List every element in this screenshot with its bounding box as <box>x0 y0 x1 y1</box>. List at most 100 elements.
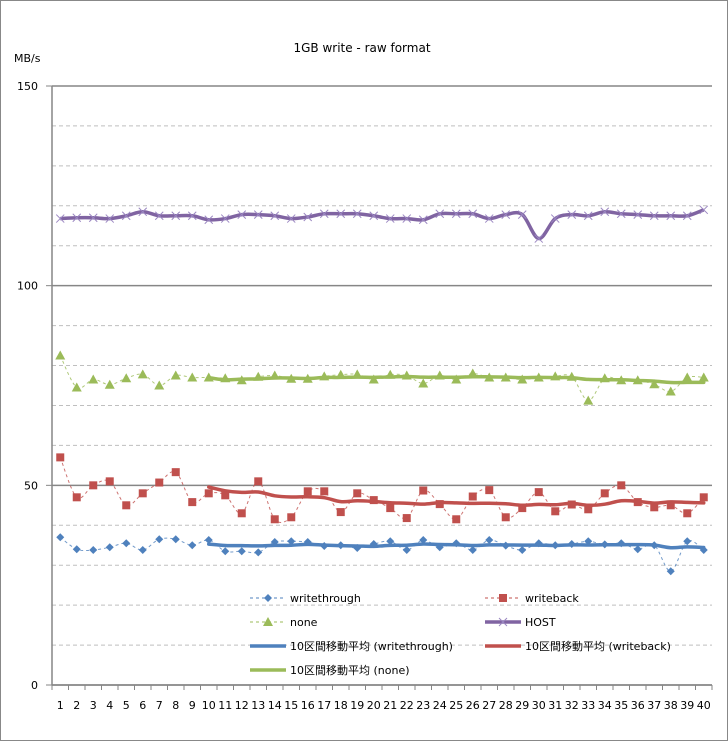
x-tick-label: 22 <box>400 699 414 712</box>
writethrough-point <box>551 541 560 550</box>
writeback-point <box>254 477 263 486</box>
x-tick-label: 35 <box>614 699 628 712</box>
legend-writethrough-point <box>264 594 272 602</box>
legend-label: HOST <box>525 616 556 629</box>
none-point <box>517 374 528 384</box>
x-tick-label: 28 <box>499 699 513 712</box>
writethrough-point <box>221 547 230 556</box>
legend-label: writeback <box>525 592 579 605</box>
moving-average-line-writeback <box>207 485 706 508</box>
writeback-point <box>435 500 444 509</box>
writethrough-point <box>56 533 65 542</box>
x-tick-label: 40 <box>697 699 711 712</box>
x-tick-label: 13 <box>251 699 265 712</box>
x-tick-label: 26 <box>466 699 480 712</box>
none-point <box>302 373 313 383</box>
series-line-writeback <box>59 457 705 524</box>
none-point <box>269 370 280 380</box>
none-point <box>698 372 709 382</box>
legend-item-none: none <box>250 616 318 629</box>
writethrough-point <box>204 536 213 545</box>
host-point <box>583 211 593 221</box>
writeback-point <box>336 508 345 517</box>
writeback-point <box>501 513 510 522</box>
none-point <box>368 374 379 384</box>
x-tick-label: 10 <box>202 699 216 712</box>
writethrough-point <box>419 536 428 545</box>
writeback-point <box>534 488 543 497</box>
writethrough-point <box>452 539 461 548</box>
writethrough-point <box>369 540 378 549</box>
x-tick-label: 38 <box>664 699 678 712</box>
host-point <box>633 210 643 219</box>
writethrough-point <box>567 540 576 549</box>
host-point <box>699 205 709 215</box>
none-point <box>286 373 297 383</box>
host-point <box>154 211 164 221</box>
host-point <box>616 209 626 219</box>
legend-label: 10区間移動平均 (none) <box>290 663 410 677</box>
host-point <box>517 210 527 219</box>
writeback-point <box>650 503 659 512</box>
x-tick-label: 1 <box>57 699 64 712</box>
writethrough-point <box>666 567 675 576</box>
host-point <box>369 211 379 221</box>
host-point <box>72 213 82 223</box>
writeback-point <box>237 509 246 518</box>
series-line-writethrough <box>59 536 705 572</box>
y-tick-label: 0 <box>31 679 38 692</box>
x-tick-label: 5 <box>123 699 130 712</box>
none-point <box>203 372 214 382</box>
x-tick-label: 3 <box>90 699 97 712</box>
writeback-point <box>452 515 461 524</box>
host-point <box>253 210 263 219</box>
none-point <box>566 371 577 381</box>
x-tick-label: 27 <box>482 699 496 712</box>
legend-label: 10区間移動平均 (writethrough) <box>290 639 453 653</box>
none-point <box>187 372 198 382</box>
host-point <box>418 215 428 225</box>
writethrough-point <box>683 537 692 546</box>
host-point <box>501 210 511 219</box>
writeback-point <box>72 493 81 502</box>
writeback-point <box>204 489 213 498</box>
writeback-point <box>584 505 593 514</box>
none-point <box>352 369 363 379</box>
x-tick-label: 25 <box>449 699 463 712</box>
writethrough-point <box>386 537 395 546</box>
writethrough-point <box>336 541 345 550</box>
writethrough-point <box>89 546 98 555</box>
y-tick-labels: 0 50 100 150 <box>17 80 38 692</box>
x-tick-label: 21 <box>383 699 397 712</box>
x-tick-label: 24 <box>433 699 447 712</box>
writeback-point <box>419 486 428 495</box>
writeback-point <box>188 498 197 507</box>
writethrough-point <box>501 541 510 550</box>
x-tick-label: 19 <box>350 699 364 712</box>
x-tick-label: 36 <box>631 699 645 712</box>
writethrough-point <box>122 539 131 548</box>
none-point <box>467 368 478 378</box>
none-point <box>649 379 660 389</box>
host-point <box>319 209 329 219</box>
none-point <box>401 370 412 380</box>
writethrough-point <box>584 537 593 546</box>
none-point <box>220 373 231 383</box>
writeback-point <box>122 501 131 510</box>
none-point <box>533 372 544 382</box>
host-point <box>534 234 544 243</box>
legend-host-point <box>498 617 508 627</box>
host-point <box>451 209 461 219</box>
writethrough-point <box>188 541 197 550</box>
writeback-point <box>518 504 527 513</box>
writeback-point <box>171 468 180 477</box>
writethrough-point <box>303 538 312 547</box>
legend-label: 10区間移動平均 (writeback) <box>525 639 671 653</box>
x-tick-label: 17 <box>317 699 331 712</box>
writeback-point <box>303 487 312 496</box>
axes <box>46 85 713 690</box>
legend-item-host: HOST <box>485 616 556 629</box>
writeback-point <box>402 514 411 523</box>
